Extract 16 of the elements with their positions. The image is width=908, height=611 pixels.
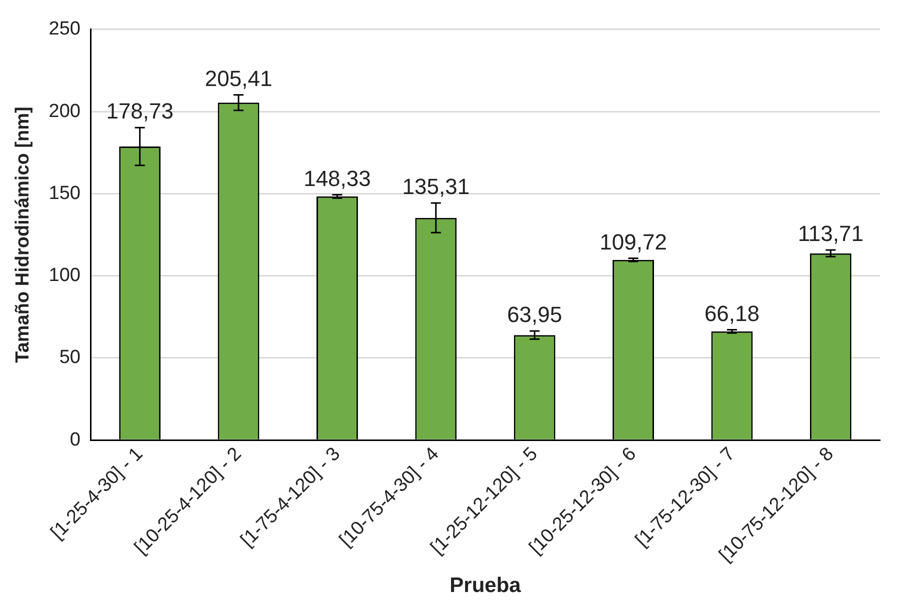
data-label: 113,71 (798, 221, 864, 246)
x-axis-title: Prueba (450, 574, 522, 598)
y-tick-label: 0 (70, 429, 80, 450)
data-label: 205,41 (204, 66, 272, 91)
y-tick-label: 150 (48, 182, 80, 204)
y-tick-label: 200 (48, 100, 80, 122)
y-axis-title: Tamaño Hidrodinámico [nm] (12, 106, 34, 363)
y-tick-label: 50 (59, 347, 80, 368)
y-tick-label: 250 (48, 18, 80, 40)
data-label: 109,72 (600, 229, 667, 254)
data-label: 63,95 (507, 302, 562, 328)
y-tick-label: 100 (48, 265, 80, 286)
data-label: 135,31 (402, 174, 470, 200)
data-label: 178,73 (106, 98, 174, 124)
data-label: 66,18 (704, 300, 760, 326)
data-label: 148,33 (304, 166, 371, 191)
